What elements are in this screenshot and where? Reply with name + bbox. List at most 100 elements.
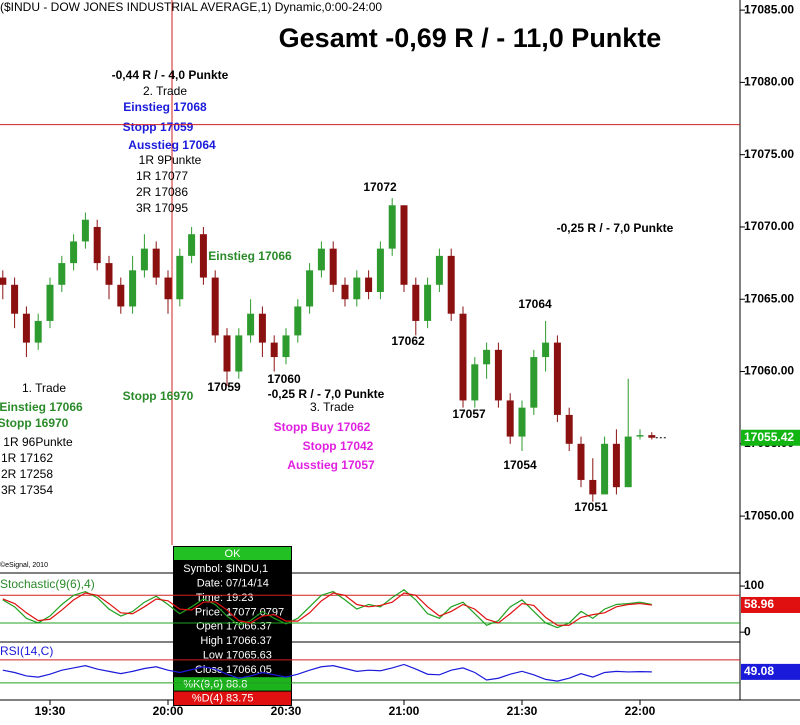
candle-body (435, 255, 443, 285)
candle-body (188, 234, 196, 256)
candle-body (648, 435, 656, 438)
annotation: 1R 9Punkte (139, 153, 202, 167)
annotation: Gesamt -0,69 R / - 11,0 Punkte (279, 23, 662, 53)
last-value-label: 58.96 (744, 597, 774, 611)
candle-body (164, 277, 172, 300)
panel-title: Stochastic(9(6),4) (0, 577, 95, 591)
annotation: -0,25 R / - 7,0 Punkte (268, 387, 385, 401)
tooltip-value: $INDU,1 (226, 563, 268, 575)
candle-body (424, 284, 432, 321)
x-tick-label: 20:00 (153, 704, 184, 718)
annotation: 17062 (391, 334, 425, 348)
annotation: 17059 (207, 380, 241, 394)
annotation: -0,25 R / - 7,0 Punkte (557, 221, 674, 235)
candle-body (365, 277, 373, 293)
candle-body (471, 364, 479, 401)
candle-body (58, 263, 66, 285)
candle-body (70, 241, 78, 264)
candle-body (376, 248, 384, 293)
annotation: Einstieg 17066 (208, 249, 292, 263)
candle-body (223, 335, 231, 372)
x-tick-label: 19:30 (35, 704, 66, 718)
tooltip-label: Close (195, 664, 223, 676)
annotation: Stopp 17059 (123, 120, 194, 134)
y-tick-label: 17065.00 (744, 291, 794, 305)
tooltip-label: Date: (197, 578, 223, 590)
y-tick-label: 17060.00 (744, 364, 794, 378)
y-tick-label: 100 (744, 578, 764, 592)
annotation: Ausstieg 17064 (128, 138, 216, 152)
last-value-box (741, 663, 800, 680)
candle-body (117, 284, 125, 307)
tooltip-header (174, 547, 291, 560)
candle-body (306, 270, 314, 307)
annotation: Einstieg 17066 (0, 400, 83, 414)
series-line (2, 589, 652, 629)
annotations: Gesamt -0,69 R / - 11,0 Punkte -0,44 R /… (0, 23, 674, 514)
tooltip-label: Low (203, 650, 223, 662)
candle-body (46, 284, 54, 321)
tooltip-label: High (200, 635, 223, 647)
candle-body (589, 479, 597, 495)
tooltip-row-bg (174, 677, 291, 691)
candle-body (34, 320, 42, 343)
last-value-box (741, 596, 800, 613)
candle-body (553, 342, 561, 415)
annotation: 17051 (574, 500, 608, 514)
annotation: 17072 (363, 180, 397, 194)
annotation: 17057 (452, 407, 486, 421)
candle-body (199, 234, 207, 278)
annotation: 1R 17162 (1, 451, 53, 465)
candle-body (294, 306, 302, 336)
candle-body (518, 407, 526, 437)
candle-body (247, 313, 255, 336)
candle-body (483, 349, 491, 365)
panel-title: RSI(14,C) (0, 644, 53, 658)
candle-body (612, 443, 620, 488)
last-value-box (741, 429, 800, 446)
candle-body (601, 443, 609, 495)
candle-body (140, 248, 148, 271)
candle-body (129, 270, 137, 307)
annotation: 3R 17354 (1, 483, 53, 497)
y-tick-label: 17085.00 (744, 2, 794, 16)
candle-body (22, 313, 30, 343)
annotation: 2. Trade (143, 84, 187, 98)
candle-body (636, 435, 644, 437)
tooltip-value: 17065.63 (226, 650, 272, 662)
annotation: 2R 17086 (136, 185, 188, 199)
candle-body (211, 277, 219, 336)
tooltip-label: %K(9,6) (183, 678, 223, 690)
candle-body (400, 205, 408, 285)
candle-body (530, 357, 538, 408)
last-value-label: 49.08 (744, 664, 774, 678)
annotation: Stopp Buy 17062 (274, 420, 371, 434)
annotation: Einstieg 17068 (123, 100, 207, 114)
candle-body (0, 277, 7, 285)
candle-body (152, 248, 160, 278)
annotation: 17064 (518, 297, 552, 311)
y-tick-label: 17080.00 (744, 75, 794, 89)
candle-body (317, 248, 325, 271)
candle-body (353, 277, 361, 300)
candle-body (565, 414, 573, 444)
series-line (2, 592, 652, 626)
series-line (2, 663, 652, 682)
candle-body (329, 248, 337, 285)
candle-body (459, 313, 467, 401)
header: ($INDU - DOW JONES INDUSTRIAL AVERAGE,1)… (0, 0, 382, 14)
tooltip-value: 07/14/14 (226, 578, 269, 590)
annotation: -0,44 R / - 4,0 Punkte (112, 68, 229, 82)
annotation: Stopp 16970 (123, 389, 194, 403)
tooltip-label: Symbol: (183, 563, 223, 575)
tooltip-label: Open (196, 621, 223, 633)
candle-body (93, 226, 101, 264)
annotation: 1R 96Punkte (3, 435, 73, 449)
tooltip-row-bg (174, 691, 291, 705)
x-tick-label: 22:00 (625, 704, 656, 718)
copyright: ©eSignal, 2010 (0, 561, 48, 569)
annotation: 1R 17077 (136, 169, 188, 183)
candle-body (282, 335, 290, 358)
candle-body (388, 205, 396, 249)
